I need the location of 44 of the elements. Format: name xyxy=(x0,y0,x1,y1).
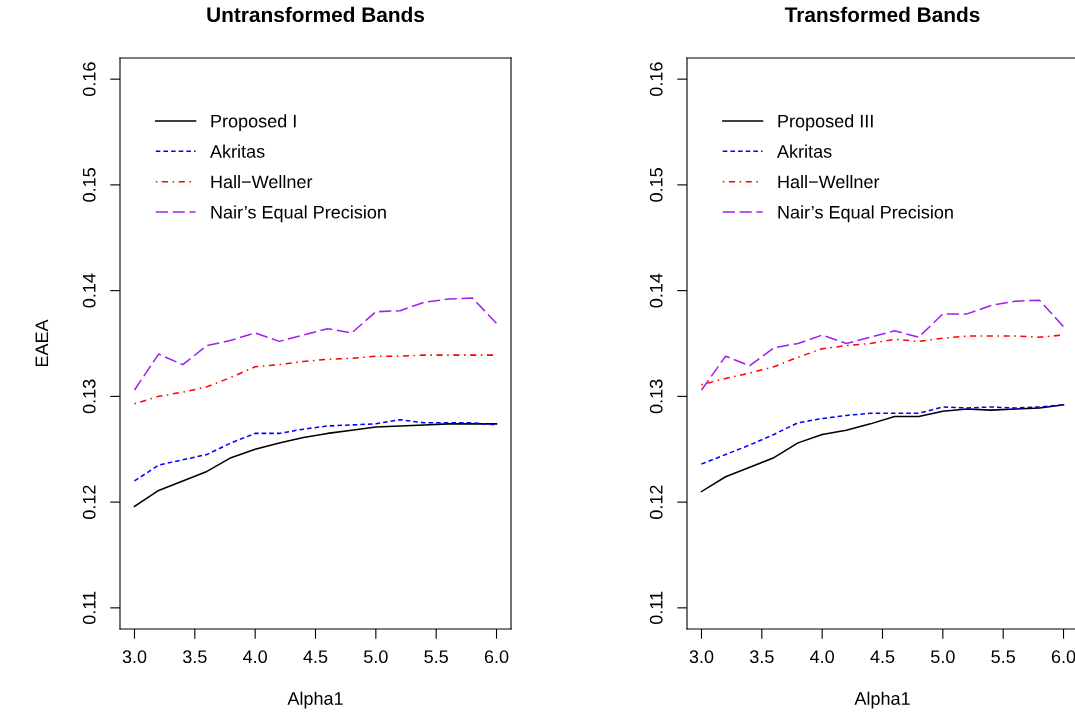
y-tick-label: 0.16 xyxy=(649,62,663,97)
x-tick-label: 3.5 xyxy=(749,650,774,664)
y-tick-label: 0.12 xyxy=(649,485,663,519)
line-series xyxy=(700,404,1065,465)
x-axis-title: Alpha1 xyxy=(854,691,910,709)
y-tick-label: 0.11 xyxy=(82,591,96,625)
y-tick-label: 0.12 xyxy=(82,485,96,519)
line-series xyxy=(700,299,1065,391)
line-series xyxy=(133,423,498,508)
x-tick-label: 5.5 xyxy=(424,650,448,664)
x-tick-label: 4.5 xyxy=(303,650,328,664)
line-series xyxy=(133,297,498,391)
x-tick-label: 3.0 xyxy=(122,650,147,664)
legend-label: Akritas xyxy=(777,144,832,158)
legend-label: Nair’s Equal Precision xyxy=(778,205,953,223)
y-tick-label: 0.15 xyxy=(649,168,663,202)
y-tick-label: 0.13 xyxy=(649,379,663,414)
x-tick-label: 4.5 xyxy=(870,650,895,664)
y-tick-label: 0.13 xyxy=(82,379,96,414)
x-tick-label: 6.0 xyxy=(1051,650,1075,664)
x-tick-label: 4.0 xyxy=(243,650,268,664)
legend-label: Proposed I xyxy=(211,114,296,132)
chart-title: Untransformed Bands xyxy=(207,6,425,23)
legend-label: Nair’s Equal Precision xyxy=(211,205,386,223)
x-tick-label: 5.0 xyxy=(364,650,388,664)
y-axis-title: EAEA xyxy=(35,319,49,367)
x-tick-label: 6.0 xyxy=(484,650,509,664)
y-tick-label: 0.14 xyxy=(82,273,96,308)
line-series xyxy=(700,404,1065,493)
x-tick-label: 5.0 xyxy=(931,650,955,664)
x-tick-label: 3.0 xyxy=(689,650,714,664)
y-tick-label: 0.11 xyxy=(649,591,663,625)
x-tick-label: 3.5 xyxy=(182,650,207,664)
legend-label: Hall−Wellner xyxy=(778,174,880,189)
legend-label: Proposed III xyxy=(778,114,873,132)
y-tick-label: 0.14 xyxy=(649,273,663,308)
x-tick-label: 4.0 xyxy=(810,650,835,664)
legend-label: Hall−Wellner xyxy=(211,174,313,189)
legend-label: Akritas xyxy=(210,144,265,158)
y-tick-label: 0.15 xyxy=(82,168,96,202)
x-tick-label: 5.5 xyxy=(991,650,1015,664)
y-tick-label: 0.16 xyxy=(82,62,96,97)
chart-title: Transformed Bands xyxy=(784,6,980,23)
x-axis-title: Alpha1 xyxy=(287,691,343,709)
